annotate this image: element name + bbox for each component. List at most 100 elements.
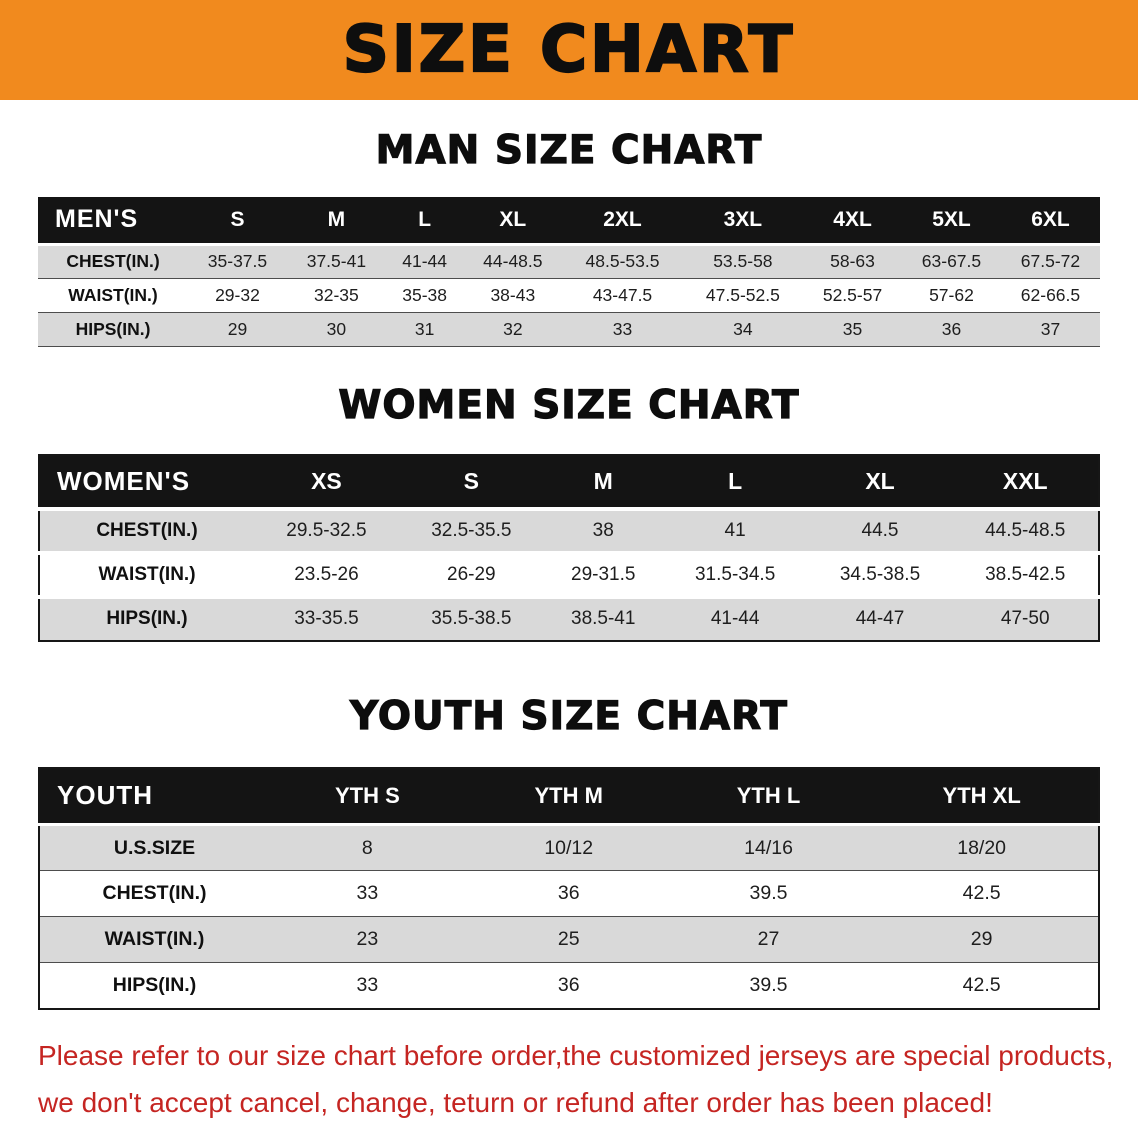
- size-value-cell: 38-43: [463, 278, 563, 313]
- size-header-cell: 4XL: [803, 197, 902, 244]
- row-label-cell: HIPS(IN.): [39, 962, 269, 1009]
- disclaimer: Please refer to our size chart before or…: [38, 1032, 1114, 1138]
- size-value-cell: 47-50: [952, 594, 1099, 641]
- size-value-cell: 57-62: [902, 278, 1001, 313]
- size-header-cell: 3XL: [682, 197, 804, 244]
- table-title-cell: YOUTH: [39, 767, 269, 825]
- table-row: WAIST(IN.) 29-32 32-35 35-38 38-43 43-47.5 47.…: [38, 278, 1100, 313]
- size-value-cell: 32.5-35.5: [398, 506, 544, 553]
- header-row: YOUTH YTH S YTH M YTH L YTH XL: [39, 767, 1099, 825]
- size-value-cell: 53.5-58: [682, 244, 804, 279]
- size-value-cell: 52.5-57: [803, 278, 902, 313]
- size-value-cell: 33: [269, 870, 466, 917]
- size-header-cell: YTH XL: [865, 767, 1099, 825]
- size-value-cell: 23.5-26: [254, 550, 399, 597]
- size-value-cell: 38.5-42.5: [952, 550, 1099, 597]
- size-header-cell: L: [662, 454, 808, 509]
- table-row: HIPS(IN.) 29 30 31 32 33 34 35 36 37: [38, 312, 1100, 347]
- size-value-cell: 35-38: [385, 278, 464, 313]
- size-value-cell: 27: [671, 916, 866, 963]
- size-value-cell: 29-32: [188, 278, 287, 313]
- size-header-cell: XS: [254, 454, 399, 509]
- size-value-cell: 29.5-32.5: [254, 506, 399, 553]
- banner-title: SIZE CHART: [342, 12, 796, 88]
- size-value-cell: 33: [269, 962, 466, 1009]
- size-header-cell: S: [188, 197, 287, 244]
- row-label-cell: CHEST(IN.): [39, 506, 254, 553]
- disclaimer-line-1: Please refer to our size chart before or…: [38, 1039, 1114, 1071]
- table-title-cell: MEN'S: [38, 197, 188, 244]
- size-value-cell: 41: [662, 506, 808, 553]
- row-label-cell: HIPS(IN.): [38, 312, 188, 347]
- size-value-cell: 29: [865, 916, 1099, 963]
- size-value-cell: 33-35.5: [254, 594, 399, 641]
- size-value-cell: 35.5-38.5: [398, 594, 544, 641]
- size-value-cell: 43-47.5: [562, 278, 683, 313]
- table-row: CHEST(IN.) 35-37.5 37.5-41 41-44 44-48.5 48.5…: [38, 244, 1100, 279]
- size-value-cell: 44.5-48.5: [952, 506, 1099, 553]
- size-value-cell: 34: [682, 312, 804, 347]
- women-size-chart-section: WOMEN SIZE CHART WOMEN'S XS S M L XL XXL CHEST(…: [38, 382, 1100, 642]
- header-row: MEN'S S M L XL 2XL 3XL 4XL 5XL 6XL: [38, 197, 1100, 244]
- mens-size-table: MEN'S S M L XL 2XL 3XL 4XL 5XL 6XL CHEST(IN.) 35-37…: [38, 197, 1100, 347]
- size-header-cell: L: [385, 197, 464, 244]
- size-value-cell: 44-48.5: [463, 244, 563, 279]
- table-row: WAIST(IN.) 23.5-26 26-29 29-31.5 31.5-34.5 34…: [39, 550, 1099, 597]
- table-row: CHEST(IN.) 29.5-32.5 32.5-35.5 38 41 44.5 44.5…: [39, 506, 1099, 553]
- size-chart-banner: SIZE CHART: [0, 0, 1138, 100]
- size-value-cell: 26-29: [398, 550, 544, 597]
- size-value-cell: 8: [269, 823, 466, 871]
- row-label-cell: CHEST(IN.): [39, 870, 269, 917]
- size-value-cell: 44-47: [807, 594, 953, 641]
- size-value-cell: 36: [902, 312, 1001, 347]
- header-row: WOMEN'S XS S M L XL XXL: [39, 454, 1099, 509]
- womens-size-table: WOMEN'S XS S M L XL XXL CHEST(IN.) 29.5-32.5 32.5…: [38, 453, 1100, 642]
- size-header-cell: 5XL: [902, 197, 1001, 244]
- size-header-cell: XL: [807, 454, 953, 509]
- size-value-cell: 30: [286, 312, 386, 347]
- content: MAN SIZE CHART MEN'S S M L XL 2XL 3XL 4XL 5XL 6XL…: [0, 127, 1138, 1138]
- size-value-cell: 37: [1000, 312, 1100, 347]
- size-value-cell: 67.5-72: [1000, 244, 1100, 279]
- row-label-cell: HIPS(IN.): [39, 594, 254, 641]
- row-label-cell: U.S.SIZE: [39, 823, 269, 871]
- size-value-cell: 29: [188, 312, 287, 347]
- size-value-cell: 23: [269, 916, 466, 963]
- size-header-cell: S: [398, 454, 544, 509]
- size-value-cell: 31.5-34.5: [662, 550, 808, 597]
- size-value-cell: 41-44: [385, 244, 464, 279]
- size-value-cell: 32: [463, 312, 563, 347]
- size-value-cell: 47.5-52.5: [682, 278, 804, 313]
- women-chart-heading: WOMEN SIZE CHART: [338, 382, 800, 428]
- table-row: CHEST(IN.) 33 36 39.5 42.5: [39, 870, 1099, 917]
- size-value-cell: 36: [465, 870, 672, 917]
- size-header-cell: 2XL: [562, 197, 683, 244]
- size-value-cell: 42.5: [865, 962, 1099, 1009]
- size-value-cell: 31: [385, 312, 464, 347]
- size-value-cell: 36: [465, 962, 672, 1009]
- size-value-cell: 35: [803, 312, 902, 347]
- youth-size-chart-section: YOUTH SIZE CHART YOUTH YTH S YTH M YTH L YTH…: [38, 693, 1100, 1010]
- row-label-cell: WAIST(IN.): [38, 278, 188, 313]
- man-size-chart-section: MAN SIZE CHART MEN'S S M L XL 2XL 3XL 4XL 5XL 6XL…: [38, 127, 1100, 347]
- size-header-cell: 6XL: [1000, 197, 1100, 244]
- size-header-cell: YTH M: [465, 767, 672, 825]
- size-value-cell: 62-66.5: [1000, 278, 1100, 313]
- youth-chart-heading: YOUTH SIZE CHART: [349, 693, 788, 739]
- size-value-cell: 48.5-53.5: [562, 244, 683, 279]
- table-title-cell: WOMEN'S: [39, 454, 254, 509]
- size-header-cell: M: [543, 454, 663, 509]
- table-row: HIPS(IN.) 33-35.5 35.5-38.5 38.5-41 41-44 44-…: [39, 594, 1099, 641]
- size-value-cell: 39.5: [671, 962, 866, 1009]
- table-row: HIPS(IN.) 33 36 39.5 42.5: [39, 962, 1099, 1009]
- man-chart-heading: MAN SIZE CHART: [375, 127, 763, 173]
- row-label-cell: WAIST(IN.): [39, 916, 269, 963]
- size-value-cell: 39.5: [671, 870, 866, 917]
- table-row: WAIST(IN.) 23 25 27 29: [39, 916, 1099, 963]
- size-value-cell: 14/16: [671, 823, 866, 871]
- size-header-cell: YTH S: [269, 767, 466, 825]
- disclaimer-line-2: we don't accept cancel, change, teturn o…: [38, 1086, 993, 1118]
- size-value-cell: 29-31.5: [543, 550, 663, 597]
- size-value-cell: 38: [543, 506, 663, 553]
